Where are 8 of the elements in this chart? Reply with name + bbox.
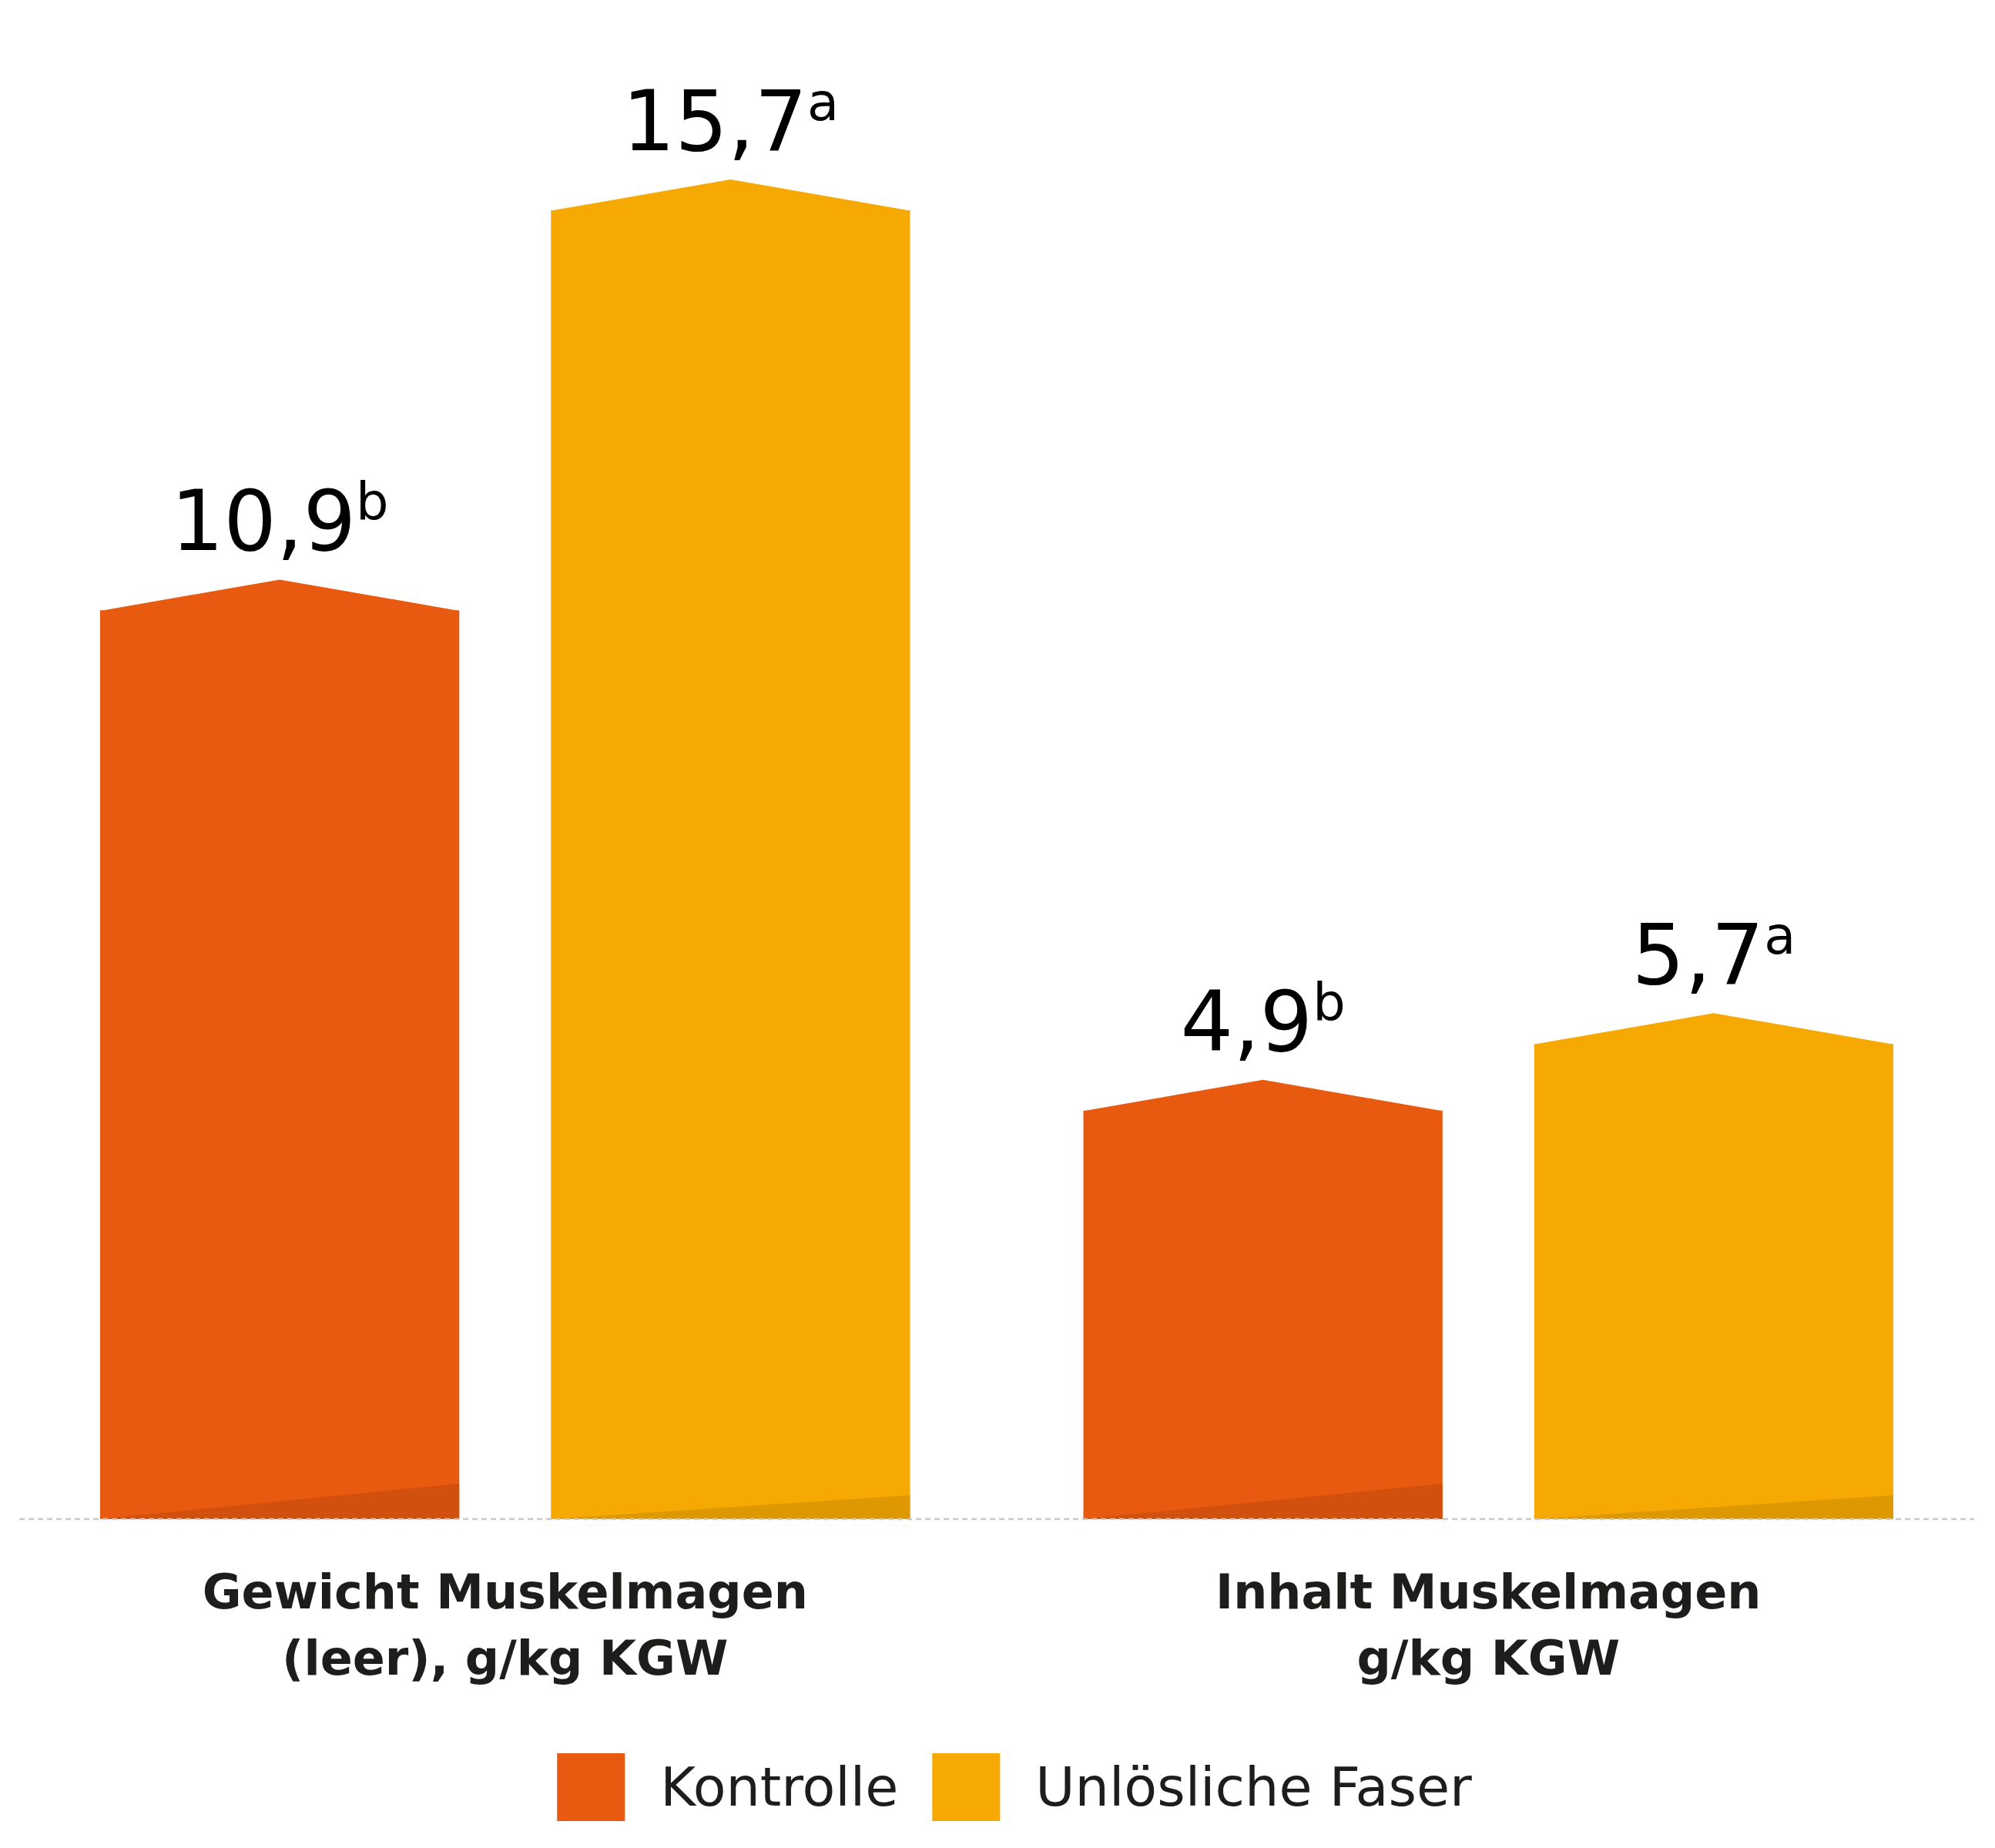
x-tick-label: Inhalt Muskelmagen g/kg KGW: [1215, 1564, 1762, 1686]
x-tick-label: Gewicht Muskelmagen (leer), g/kg KGW: [202, 1564, 808, 1686]
data-label: 5,7$^{a}$: [1631, 906, 1796, 1004]
data-label: 4,9$^{b}$: [1180, 972, 1346, 1070]
data-label: 15,7$^{a}$: [622, 72, 840, 169]
legend-label: Unlösliche Faser: [1035, 1756, 1472, 1819]
legend-label: Kontrolle: [660, 1756, 899, 1819]
data-label: 10,9$^{b}$: [170, 472, 389, 570]
